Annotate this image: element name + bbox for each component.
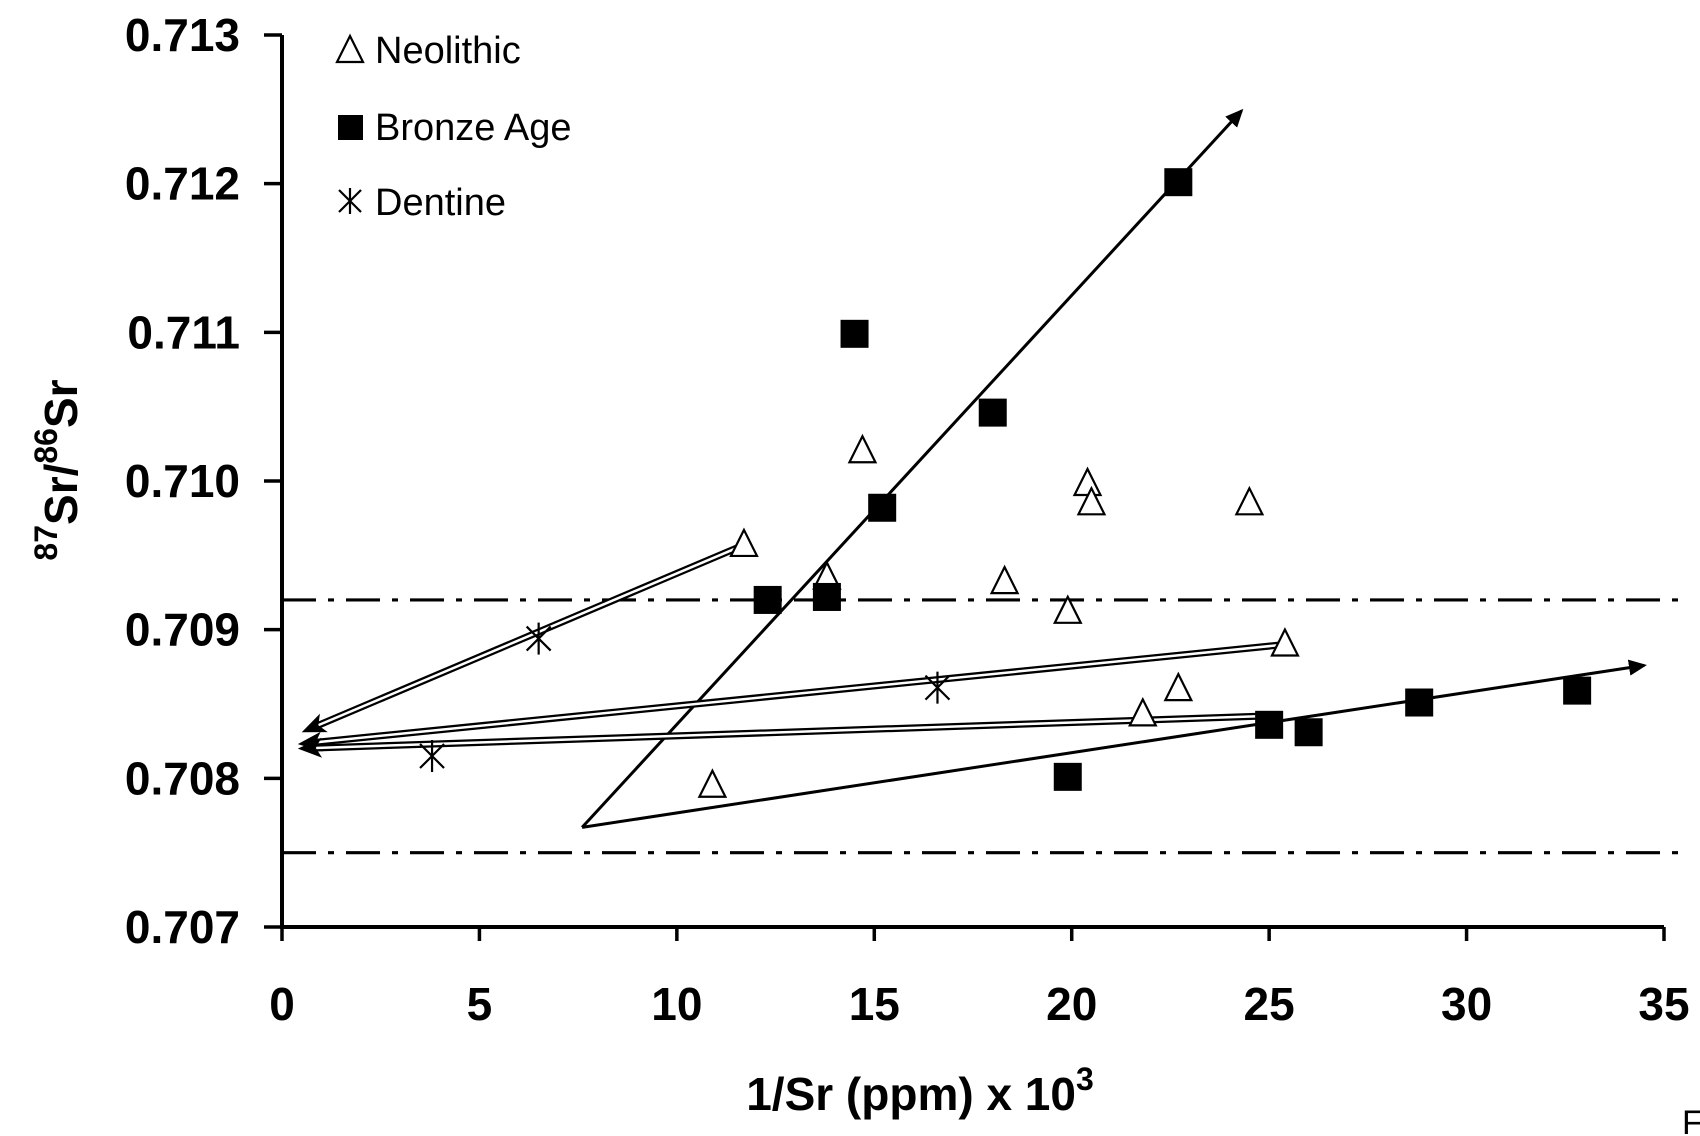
corner-text: F [1682, 1104, 1700, 1136]
x-tick-label: 25 [1244, 978, 1295, 1030]
y-tick-label: 0.708 [125, 752, 240, 804]
legend-square-icon [338, 115, 363, 140]
bronze-age-point [868, 493, 897, 522]
trend-arrow-inner-3 [311, 643, 1286, 744]
x-axis-title-sup: 3 [1076, 1061, 1094, 1097]
bronze-age-point [978, 398, 1007, 427]
y-tick-label: 0.711 [127, 306, 240, 358]
x-tick-label: 30 [1441, 978, 1492, 1030]
tick-labels: 0 5 10 15 20 25 30 35 0.707 0.708 0.709 0.710 0.711 0… [125, 9, 1690, 1030]
legend-label-neolithic: Neolithic [375, 30, 521, 72]
tick-marks [264, 33, 1666, 941]
dentine-point [525, 622, 552, 655]
trend-arrow-head-4 [297, 737, 323, 758]
bronze-age-point [1164, 168, 1193, 197]
legend-item-bronze-age: Bronze Age [338, 107, 571, 149]
legend-triangle-icon [335, 33, 365, 64]
legend-item-dentine: Dentine [338, 182, 506, 224]
axes [280, 35, 1664, 929]
y-axis-title-part1: Sr/ [35, 463, 87, 525]
dentine-point [419, 740, 445, 773]
neolithic-point [1270, 627, 1300, 657]
y-axis-title: 87Sr/86Sr [28, 379, 87, 560]
neolithic-point [1072, 466, 1103, 497]
neolithic-point [1163, 671, 1194, 702]
neolithic-point [847, 433, 878, 464]
neolithic-point [729, 527, 759, 558]
bronze-age-point [1053, 762, 1082, 791]
x-tick-label: 20 [1046, 978, 1097, 1030]
trend-arrow-1 [581, 659, 1647, 829]
data-points [419, 168, 1592, 798]
bronze-age-point [1255, 710, 1284, 739]
neolithic-point [1234, 485, 1265, 516]
trend-arrow-inner-4 [311, 714, 1270, 750]
x-tick-label: 15 [849, 978, 900, 1030]
x-tick-label: 35 [1638, 978, 1689, 1030]
bronze-age-point [1405, 688, 1434, 717]
bronze-age-point [1563, 676, 1592, 705]
dentine-point [924, 671, 951, 704]
x-axis-title-main: 1/Sr (ppm) x 10 [746, 1068, 1076, 1120]
legend: Neolithic Bronze Age Dentine [335, 30, 571, 224]
bronze-age-point [753, 585, 782, 614]
trend-arrow-head-2 [301, 713, 328, 733]
trend-arrow-inner-2 [314, 543, 745, 728]
y-axis-title-part2: Sr [35, 379, 87, 428]
x-tick-label: 0 [269, 978, 295, 1030]
bronze-age-point [1294, 718, 1323, 747]
y-tick-label: 0.709 [125, 604, 240, 656]
neolithic-point [1076, 485, 1107, 516]
y-tick-label: 0.712 [125, 158, 240, 210]
neolithic-point [697, 768, 728, 798]
y-tick-label: 0.710 [125, 455, 240, 507]
neolithic-point [989, 564, 1020, 595]
x-tick-label: 10 [651, 978, 702, 1030]
neolithic-point [1052, 594, 1083, 624]
y-tick-label: 0.713 [125, 9, 240, 61]
legend-asterisk-icon [338, 188, 362, 214]
neolithic-point [1128, 696, 1158, 727]
x-axis-title: 1/Sr (ppm) x 103 [746, 1061, 1094, 1120]
legend-label-dentine: Dentine [375, 182, 506, 224]
y-axis-title-sup1: 87 [28, 525, 64, 561]
legend-item-neolithic: Neolithic [335, 30, 521, 72]
trend-arrow-0 [580, 108, 1244, 829]
legend-label-bronze-age: Bronze Age [375, 107, 571, 149]
y-axis-title-sup2: 86 [28, 428, 64, 464]
bronze-age-point [840, 319, 869, 348]
trend-arrows [297, 108, 1647, 829]
reference-lines [282, 598, 1684, 855]
x-tick-label: 5 [467, 978, 493, 1030]
y-tick-label: 0.707 [125, 901, 240, 953]
bronze-age-point [812, 582, 841, 611]
